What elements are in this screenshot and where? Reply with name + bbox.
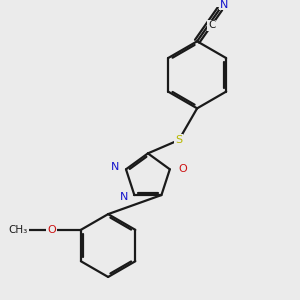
Text: CH₃: CH₃: [8, 225, 28, 235]
Text: O: O: [178, 164, 187, 174]
Text: S: S: [175, 135, 182, 145]
Text: N: N: [111, 162, 120, 172]
Text: N: N: [220, 0, 228, 10]
Text: C: C: [208, 20, 215, 31]
Text: N: N: [120, 192, 128, 202]
Text: O: O: [47, 225, 56, 235]
